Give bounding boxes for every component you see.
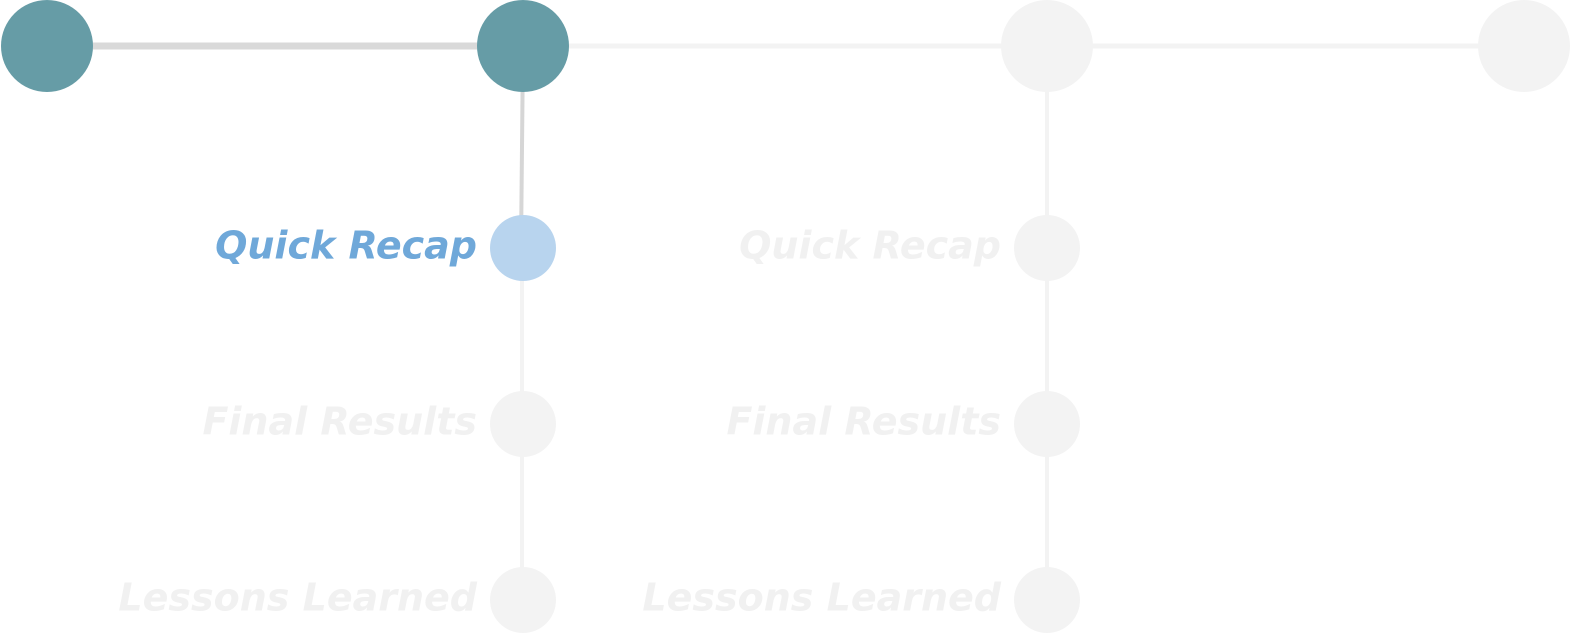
substep-node[interactable] [1014, 567, 1080, 633]
substep-label[interactable]: Quick Recap [739, 224, 1001, 268]
step-node[interactable] [1, 0, 93, 92]
substep-label[interactable]: Quick Recap [215, 224, 477, 268]
substep-label[interactable]: Lessons Learned [642, 576, 1001, 620]
substep-node[interactable] [490, 215, 556, 281]
substep-node[interactable] [490, 391, 556, 457]
substep-label[interactable]: Final Results [726, 400, 1001, 444]
substep-label[interactable]: Final Results [202, 400, 477, 444]
substep-label[interactable]: Lessons Learned [118, 576, 477, 620]
substep-node[interactable] [1014, 215, 1080, 281]
step-node[interactable] [1478, 0, 1570, 92]
step-node[interactable] [477, 0, 569, 92]
step-node[interactable] [1001, 0, 1093, 92]
substep-node[interactable] [1014, 391, 1080, 457]
substep-node[interactable] [490, 567, 556, 633]
